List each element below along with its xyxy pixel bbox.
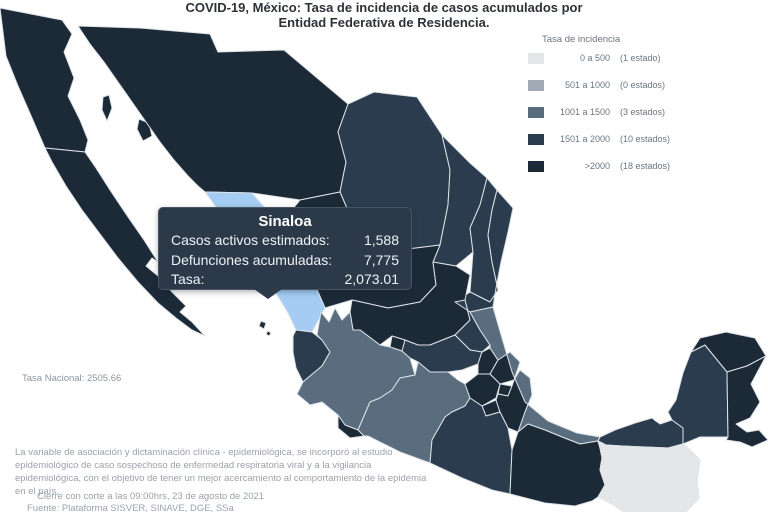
state-chiapas[interactable] (597, 440, 701, 512)
legend: Tasa de incidencia 0 a 500 (1 estado) 50… (528, 34, 760, 186)
legend-item-501-1000: 501 a 1000 (0 estados) (528, 78, 760, 92)
legend-range: 1001 a 1500 (559, 107, 610, 117)
legend-title: Tasa de incidencia (542, 34, 621, 45)
legend-count: (0 estados) (620, 80, 666, 90)
legend-swatch (528, 133, 544, 145)
state-tooltip: Sinaloa Casos activos estimados: 1,588 D… (158, 207, 412, 299)
tooltip-row-deaths: Defunciones acumuladas: 7,775 (171, 251, 399, 271)
legend-count: (18 estados) (620, 161, 671, 171)
national-rate-label: Tasa Nacional: 2505.66 (22, 373, 122, 384)
source-label: Fuente: Plataforma SISVER, SINAVE, DGE, … (27, 503, 234, 512)
legend-range: 501 a 1000 (564, 80, 610, 90)
legend-count: (3 estados) (620, 107, 666, 117)
legend-item-1501-2000: 1501 a 2000 (10 estados) (528, 132, 760, 146)
legend-swatch (528, 160, 544, 172)
cutoff-date-label: Cierre con corte a las 09:00hrs, 23 de a… (37, 491, 265, 502)
legend-range: >2000 (584, 161, 610, 171)
legend-swatch (528, 79, 544, 91)
legend-count: (10 estados) (620, 134, 671, 144)
legend-range: 0 a 500 (579, 53, 610, 63)
state-mexico[interactable] (464, 373, 501, 407)
state-coahuila[interactable] (432, 134, 488, 267)
state-baja-california[interactable] (0, 7, 89, 153)
page-title: COVID-19, México: Tasa de incidencia de … (185, 0, 583, 30)
legend-item-1001-1500: 1001 a 1500 (3 estados) (528, 105, 760, 119)
legend-count: (1 estado) (620, 53, 661, 63)
legend-swatch (528, 52, 544, 64)
legend-range: 1501 a 2000 (559, 134, 610, 144)
legend-item-gt2000: >2000 (18 estados) (528, 159, 760, 173)
state-quintana-roo[interactable] (725, 355, 768, 448)
tooltip-row-rate: Tasa: 2,073.01 (171, 270, 399, 290)
tooltip-value: 7,775 (363, 251, 399, 268)
footnote-text: La variable de asociación y dictaminació… (15, 447, 427, 498)
tooltip-state-name: Sinaloa (258, 213, 312, 230)
island-angel-de-la-guarda[interactable] (101, 94, 113, 122)
state-sonora[interactable] (77, 25, 349, 201)
tooltip-value: 2,073.01 (344, 271, 400, 287)
state-colima[interactable] (337, 414, 365, 439)
tooltip-label: Tasa: (171, 271, 205, 287)
tooltip-label: Defunciones acumuladas: (171, 251, 333, 268)
tooltip-row-active-cases: Casos activos estimados: 1,588 (171, 231, 399, 251)
state-guanajuato[interactable] (401, 334, 483, 373)
state-tabasco[interactable] (597, 417, 684, 449)
islands-marias[interactable] (258, 320, 272, 337)
legend-swatch (528, 106, 544, 118)
laguna-de-terminos (654, 415, 666, 423)
tooltip-label: Casos activos estimados: (171, 232, 330, 248)
state-guerrero[interactable] (429, 397, 513, 495)
legend-item-0-500: 0 a 500 (1 estado) (528, 51, 760, 65)
tooltip-value: 1,588 (363, 232, 399, 248)
